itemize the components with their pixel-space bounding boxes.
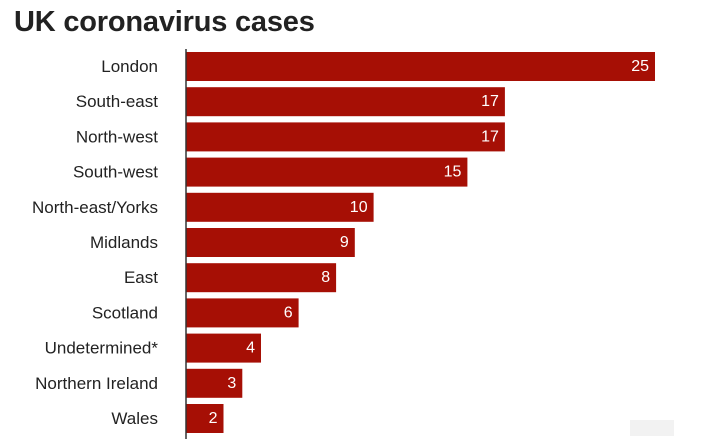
- chart-title: UK coronavirus cases: [14, 6, 315, 38]
- category-label-north-west: North-west: [76, 127, 158, 146]
- bar-south-east: [186, 87, 505, 117]
- bar-south-west: [186, 157, 468, 187]
- bar-wales: [186, 404, 224, 433]
- bar-scotland: [186, 298, 299, 328]
- bar-north-west: [186, 122, 505, 152]
- value-label-london: 25: [631, 58, 649, 75]
- value-label-scotland: 6: [284, 304, 293, 321]
- bar-undetermined: [186, 333, 261, 363]
- value-label-south-west: 15: [444, 164, 462, 181]
- value-label-east: 8: [321, 269, 330, 286]
- category-label-scotland: Scotland: [92, 303, 158, 322]
- category-label-south-east: South-east: [76, 92, 158, 111]
- category-label-east: East: [124, 268, 158, 287]
- value-label-south-east: 17: [481, 93, 499, 110]
- category-label-northern-ireland: Northern Ireland: [35, 374, 158, 393]
- bar-east: [186, 263, 337, 293]
- bar-london: [186, 52, 655, 81]
- value-label-northern-ireland: 3: [227, 375, 236, 392]
- bars-group: London 25 South-east 17 North-west 17 South-we…: [32, 52, 655, 433]
- bar-midlands: [186, 228, 355, 257]
- bar-north-east-yorks: [186, 192, 374, 222]
- value-label-undetermined: 4: [246, 340, 255, 357]
- category-label-undetermined: Undetermined*: [45, 339, 159, 358]
- category-label-london: London: [101, 57, 158, 76]
- category-label-south-west: South-west: [73, 163, 158, 182]
- category-label-wales: Wales: [111, 409, 158, 428]
- category-label-midlands: Midlands: [90, 233, 158, 252]
- value-label-north-east-yorks: 10: [350, 199, 368, 216]
- value-label-midlands: 9: [340, 234, 349, 251]
- watermark-mark: [630, 420, 674, 436]
- value-label-north-west: 17: [481, 128, 499, 145]
- category-label-north-east-yorks: North-east/Yorks: [32, 198, 158, 217]
- value-label-wales: 2: [209, 410, 218, 427]
- bar-northern-ireland: [186, 368, 243, 398]
